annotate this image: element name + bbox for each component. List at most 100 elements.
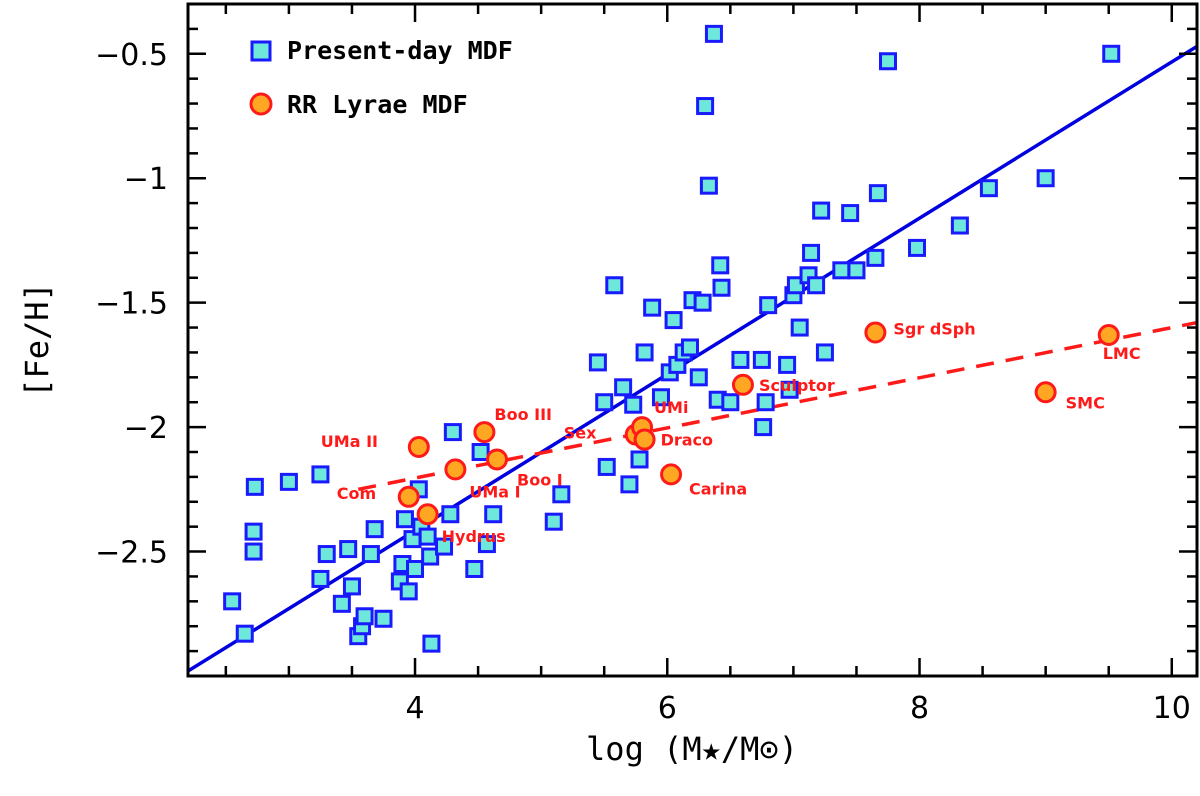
present-day-point (418, 527, 437, 546)
present-day-point (780, 380, 799, 399)
x-tick-label: 4 (405, 691, 424, 726)
present-day-point (235, 624, 254, 643)
present-day-point (620, 475, 639, 494)
rr-lyrae-fit-line (357, 320, 1197, 492)
present-day-point (643, 298, 662, 317)
present-day-point (689, 368, 708, 387)
present-day-point (756, 393, 775, 412)
rr-lyrae-point (731, 373, 754, 396)
present-day-point (406, 559, 425, 578)
present-day-point (1036, 169, 1055, 188)
present-day-point (421, 547, 440, 566)
present-day-point (245, 477, 264, 496)
present-day-point (832, 261, 851, 280)
present-day-point (630, 450, 649, 469)
present-day-point (279, 472, 298, 491)
present-day-point (664, 311, 683, 330)
galaxy-label: Draco (661, 431, 713, 450)
present-day-point (339, 540, 358, 559)
present-day-point (752, 350, 771, 369)
x-tick-label: 10 (1153, 691, 1191, 726)
present-day-point (624, 395, 643, 414)
present-day-point (441, 505, 460, 524)
present-day-point (868, 184, 887, 203)
present-day-point (790, 318, 809, 337)
present-day-mdf-points (223, 24, 1121, 653)
present-day-point (802, 243, 821, 262)
galaxy-label: Com (337, 484, 376, 503)
present-day-point (477, 535, 496, 554)
present-day-point (704, 24, 723, 43)
galaxy-label: UMi (654, 398, 688, 417)
present-day-point (635, 343, 654, 362)
legend-square-marker (250, 40, 272, 62)
present-day-point (552, 485, 571, 504)
present-day-point (395, 510, 414, 529)
present-day-point (544, 512, 563, 531)
present-day-point (759, 296, 778, 315)
x-tick-label: 8 (910, 691, 929, 726)
present-day-point (847, 261, 866, 280)
axis-tick-labels: 4 6 8 10 −2.5 −2 −1.5 −1 −0.5 (95, 38, 1191, 726)
present-day-point (807, 276, 826, 295)
rr-lyrae-point (1034, 381, 1057, 404)
y-tick-label: −2 (124, 411, 168, 446)
present-day-point (696, 97, 715, 116)
legend-label-present-day: Present-day MDF (287, 36, 513, 65)
rr-lyrae-point (407, 436, 430, 459)
legend-label-rr-lyrae: RR Lyrae MDF (287, 90, 468, 119)
galaxy-label: Sgr dSph (893, 320, 975, 339)
present-day-point (223, 592, 242, 611)
present-day-point (979, 179, 998, 198)
galaxy-label: UMa II (321, 432, 378, 451)
rr-lyrae-point (473, 421, 496, 444)
x-tick-label: 6 (658, 691, 677, 726)
present-day-point (812, 201, 831, 220)
galaxy-label: Boo III (494, 405, 552, 424)
galaxy-label: Carina (689, 479, 747, 498)
present-day-point (754, 418, 773, 437)
present-day-point (866, 248, 885, 267)
present-day-point (399, 582, 418, 601)
x-axis-title: log (M★/M⊙) (586, 730, 798, 768)
galaxy-label: LMC (1103, 344, 1141, 363)
present-day-point (365, 520, 384, 539)
rr-lyrae-point (416, 503, 439, 526)
present-day-point (244, 542, 263, 561)
present-day-point (374, 609, 393, 628)
present-day-point (731, 350, 750, 369)
galaxy-label: Sex (564, 424, 597, 443)
present-day-point (693, 293, 712, 312)
galaxy-label: SMC (1066, 393, 1105, 412)
present-day-point (950, 216, 969, 235)
present-day-point (465, 559, 484, 578)
present-day-point (317, 545, 336, 564)
y-tick-label: −0.5 (95, 38, 168, 73)
rr-lyrae-point (633, 428, 656, 451)
galaxy-label: Sculptor (759, 376, 835, 395)
present-day-point (778, 355, 797, 374)
present-day-point (815, 343, 834, 362)
y-axis-title: [Fe/H] (18, 282, 56, 398)
galaxy-label: UMa I (469, 482, 520, 501)
present-day-point (435, 537, 454, 556)
present-day-point (841, 204, 860, 223)
present-day-point (422, 634, 441, 653)
rr-lyrae-mdf-points (397, 321, 1120, 526)
present-day-point (311, 569, 330, 588)
rr-lyrae-point (1097, 324, 1120, 347)
present-day-point (1102, 44, 1121, 63)
present-day-point (443, 423, 462, 442)
present-day-point (244, 522, 263, 541)
galaxy-label: Hydrus (442, 527, 506, 546)
legend: Present-day MDF RR Lyrae MDF (249, 36, 513, 119)
rr-lyrae-point (397, 485, 420, 508)
present-day-point (712, 278, 731, 297)
present-day-point (680, 338, 699, 357)
y-tick-label: −1 (124, 162, 168, 197)
present-day-point (711, 256, 730, 275)
present-day-point (342, 577, 361, 596)
present-day-point (597, 457, 616, 476)
